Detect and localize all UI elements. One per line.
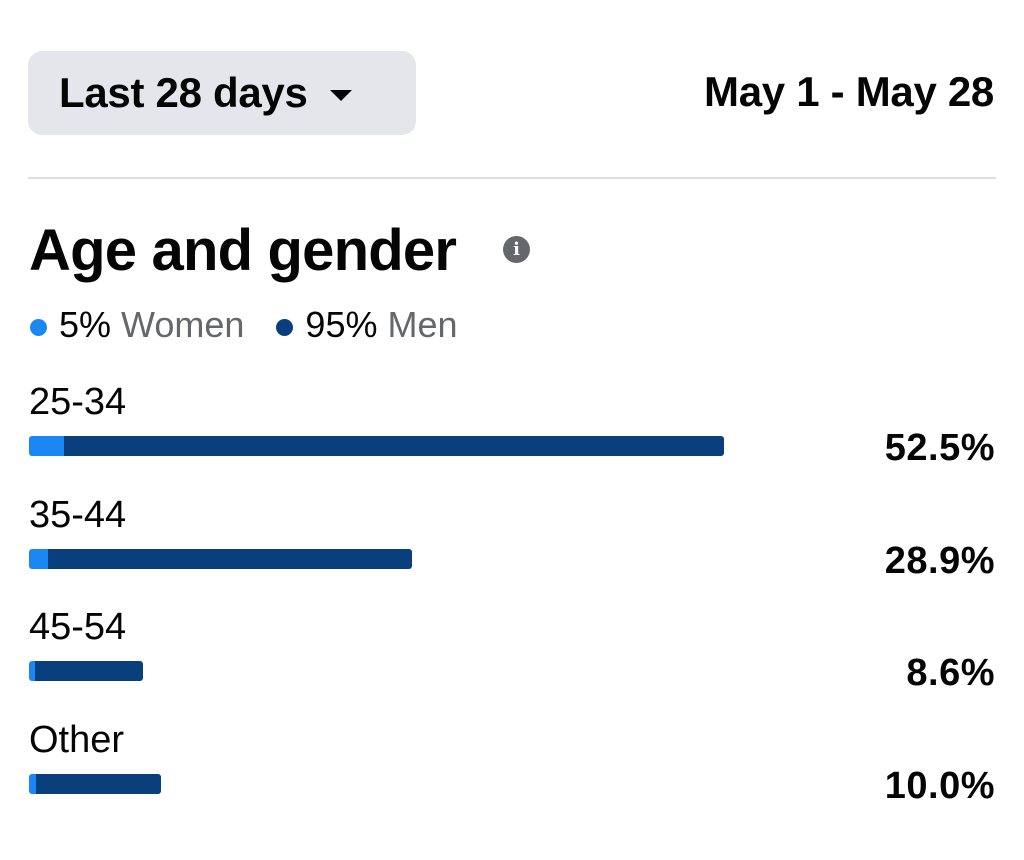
info-icon[interactable]: i [503,236,530,263]
gender-legend: 5% Women 95% Men [30,303,490,347]
age-label: 45-54 [29,606,127,648]
age-label: 35-44 [29,494,127,536]
legend-item-women: 5% Women [30,304,244,346]
bar-segment-women [29,436,64,456]
age-bar [29,774,161,794]
age-bar [29,661,143,681]
legend-women-percent: 5% [59,304,112,345]
legend-men-percent: 95% [305,304,378,345]
caret-down-icon [329,89,352,101]
age-bar [29,436,724,456]
bar-segment-women [29,549,48,569]
age-percent: 52.5% [884,427,995,469]
age-row-45-54: 45-54 8.6% [29,605,995,705]
age-percent: 8.6% [906,652,995,694]
bar-segment-women [29,661,35,681]
date-range-dropdown[interactable]: Last 28 days [28,51,416,135]
legend-dot-men [276,318,294,336]
legend-dot-women [30,318,47,336]
age-label: 25-34 [29,381,127,423]
age-row-35-44: 35-44 28.9% [29,493,995,593]
legend-men-label: Men [387,304,458,345]
date-range-text: May 1 - May 28 [704,68,994,115]
age-row-25-34: 25-34 52.5% [29,380,995,480]
bar-segment-men [35,661,143,681]
age-label: Other [29,719,125,761]
bar-segment-women [29,774,36,794]
bar-segment-men [48,549,412,569]
age-bar [29,549,412,569]
bar-segment-men [64,436,724,456]
bar-segment-men [36,774,161,794]
legend-item-men: 95% Men [276,304,458,346]
divider [28,177,996,179]
section-title: Age and gender [29,218,457,283]
age-percent: 28.9% [884,540,995,582]
legend-women-label: Women [121,304,245,345]
date-range-dropdown-label: Last 28 days [59,69,308,116]
age-row-other: Other 10.0% [29,718,995,818]
age-percent: 10.0% [884,765,995,807]
